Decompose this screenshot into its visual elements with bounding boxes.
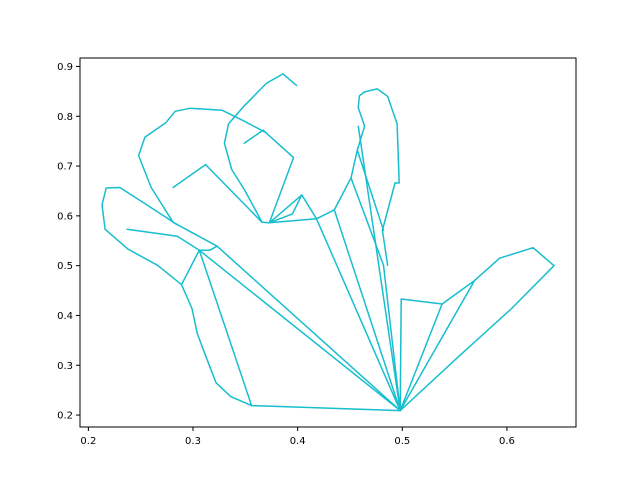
skeleton-segment-5 [172,163,207,189]
x-tick-label: 0.2 [80,436,96,447]
skeleton-segment-11 [363,88,400,184]
skeleton-segment-10 [333,91,366,211]
y-tick-label: 0.3 [57,361,73,372]
x-tick-label: 0.5 [394,436,410,447]
y-tick-label: 0.2 [57,411,73,422]
y-tick-label: 0.7 [57,162,73,173]
skeleton-segment-4 [137,107,266,247]
series-layer [101,73,555,412]
x-tick-label: 0.3 [185,436,201,447]
y-axis: 0.2 0.3 0.4 0.5 0.6 0.7 0.8 0.9 [57,62,80,422]
skeleton-segment-24 [333,209,401,412]
skeleton-segment-1 [180,283,253,407]
plot-frame [79,57,577,428]
skeleton-segment-16 [399,246,555,412]
plot-area [80,58,576,427]
skeleton-segment-22 [216,245,401,412]
skeleton-segment-23 [268,218,401,412]
skeleton-segment-14 [356,149,385,232]
skeleton-segment-17 [399,303,443,412]
skeleton-segment-2 [101,186,183,286]
skeleton-segment-13 [350,177,385,266]
x-tick-label: 0.4 [290,436,306,447]
y-tick-label: 0.9 [57,62,73,73]
skeleton-segment-15 [382,264,401,412]
skeleton-segment-18 [399,279,476,412]
skeleton-segment-7 [223,73,298,224]
y-tick-label: 0.4 [57,311,73,322]
skeleton-segment-8 [243,129,264,144]
skeleton-segment-12 [381,182,396,266]
x-tick-label: 0.6 [499,436,515,447]
skeleton-segment-9 [262,129,336,224]
y-tick-label: 0.8 [57,112,73,123]
skeleton-segment-21 [198,249,401,412]
x-axis: 0.2 0.3 0.4 0.5 0.6 [80,427,515,447]
y-tick-label: 0.6 [57,211,73,222]
y-tick-label: 0.5 [57,261,73,272]
skeleton-segment-19 [250,404,401,412]
skeleton-segment-25 [357,125,401,412]
